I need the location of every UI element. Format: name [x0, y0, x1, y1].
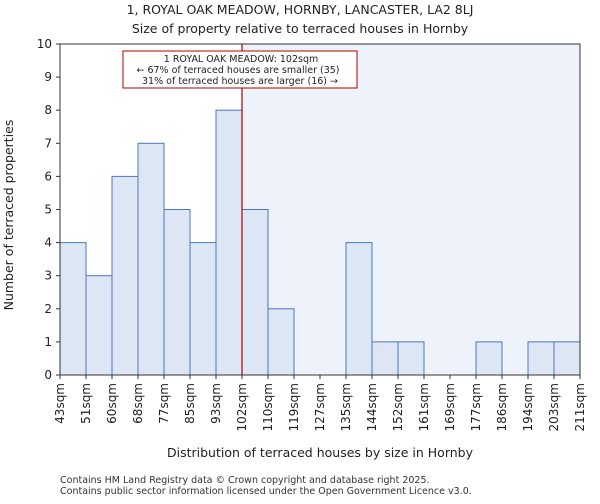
- annotation-box: [122, 50, 358, 89]
- x-axis-ticks: 43sqm 51sqm 60sqm 68sqm 77sqm 85sqm 93sqm 102sq…: [53, 375, 587, 431]
- chart-subtitle: Size of property relative to terraced ho…: [132, 21, 469, 36]
- larger-properties-region: [242, 44, 580, 375]
- bar-60sqm: [111, 175, 139, 376]
- bar-68sqm: [137, 142, 165, 376]
- y-tick-label: 8: [44, 103, 52, 117]
- x-tick-label: 119sqm: [287, 383, 301, 431]
- x-tick-label: 127sqm: [313, 383, 327, 431]
- chart-title: 1, ROYAL OAK MEADOW, HORNBY, LANCASTER, …: [127, 2, 474, 17]
- y-tick-label: 6: [44, 169, 52, 183]
- x-tick-label: 177sqm: [469, 383, 483, 431]
- plot-frame: [59, 43, 581, 376]
- x-tick-label: 51sqm: [79, 383, 93, 424]
- x-tick-label: 93sqm: [209, 383, 223, 424]
- bar-85sqm: [189, 242, 217, 376]
- y-tick-label: 1: [44, 335, 52, 349]
- x-tick-label: 169sqm: [443, 383, 457, 431]
- x-tick-label: 102sqm: [235, 383, 249, 431]
- x-tick-label: 77sqm: [157, 383, 171, 424]
- y-tick-label: 4: [44, 236, 52, 250]
- y-tick-label: 0: [44, 368, 52, 382]
- bar-51sqm: [85, 275, 113, 376]
- y-tick-label: 7: [44, 136, 52, 150]
- x-tick-label: 68sqm: [131, 383, 145, 424]
- x-tick-label: 152sqm: [391, 383, 405, 431]
- bar-93sqm: [215, 109, 243, 376]
- y-tick-label: 10: [37, 37, 52, 51]
- annotation-larger: 31% of terraced houses are larger (16) →: [142, 76, 338, 87]
- footer-line-2: Contains public sector information licen…: [60, 486, 472, 497]
- x-tick-label: 85sqm: [183, 383, 197, 424]
- bar-177sqm: [475, 341, 503, 376]
- bar-110sqm: [267, 308, 295, 376]
- annotation-title: 1 ROYAL OAK MEADOW: 102sqm: [164, 54, 318, 65]
- bar-194sqm: [527, 341, 555, 376]
- x-tick-label: 203sqm: [547, 383, 561, 431]
- bar-144sqm: [371, 341, 399, 376]
- x-tick-label: 43sqm: [53, 383, 67, 424]
- x-axis-label: Distribution of terraced houses by size …: [167, 445, 474, 460]
- x-tick-label: 211sqm: [573, 383, 587, 431]
- bar-152sqm: [397, 341, 425, 376]
- x-tick-label: 161sqm: [417, 383, 431, 431]
- annotation-smaller: ← 67% of terraced houses are smaller (35…: [136, 65, 339, 76]
- footer-line-1: Contains HM Land Registry data © Crown c…: [60, 475, 430, 486]
- bar-102sqm: [241, 209, 269, 376]
- y-tick-label: 2: [44, 302, 52, 316]
- bar-135sqm: [345, 242, 373, 376]
- x-tick-label: 110sqm: [261, 383, 275, 431]
- x-tick-label: 60sqm: [105, 383, 119, 424]
- y-tick-label: 5: [44, 203, 52, 217]
- x-tick-label: 194sqm: [521, 383, 535, 431]
- x-tick-label: 135sqm: [339, 383, 353, 431]
- y-tick-label: 9: [44, 70, 52, 84]
- bar-group: [59, 109, 581, 376]
- bar-203sqm: [553, 341, 581, 376]
- x-tick-label: 144sqm: [365, 383, 379, 431]
- y-axis-ticks: 0 1 2 3 4 5 6 7 8 9 10: [37, 37, 60, 382]
- y-tick-label: 3: [44, 269, 52, 283]
- bar-43sqm: [59, 242, 87, 376]
- bar-77sqm: [163, 209, 191, 376]
- x-tick-label: 186sqm: [495, 383, 509, 431]
- y-axis-label: Number of terraced properties: [1, 120, 16, 311]
